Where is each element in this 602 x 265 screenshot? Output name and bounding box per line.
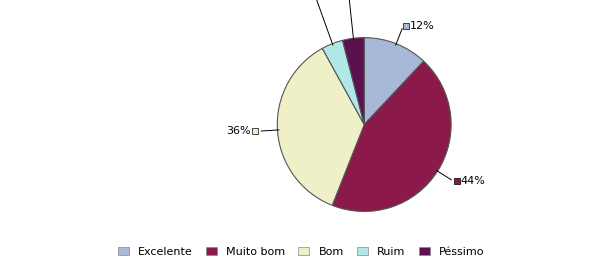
- Legend: Excelente, Muito bom, Bom, Ruim, Péssimo: Excelente, Muito bom, Bom, Ruim, Péssimo: [118, 247, 484, 257]
- Wedge shape: [322, 40, 364, 125]
- Wedge shape: [343, 38, 364, 125]
- Text: 4%: 4%: [310, 0, 327, 1]
- FancyBboxPatch shape: [454, 178, 460, 184]
- Text: 12%: 12%: [410, 21, 435, 31]
- FancyBboxPatch shape: [403, 23, 409, 29]
- Wedge shape: [278, 48, 364, 205]
- FancyBboxPatch shape: [252, 128, 258, 134]
- Wedge shape: [364, 38, 424, 125]
- Wedge shape: [332, 61, 451, 211]
- Text: 44%: 44%: [461, 176, 485, 186]
- Text: 36%: 36%: [226, 126, 251, 136]
